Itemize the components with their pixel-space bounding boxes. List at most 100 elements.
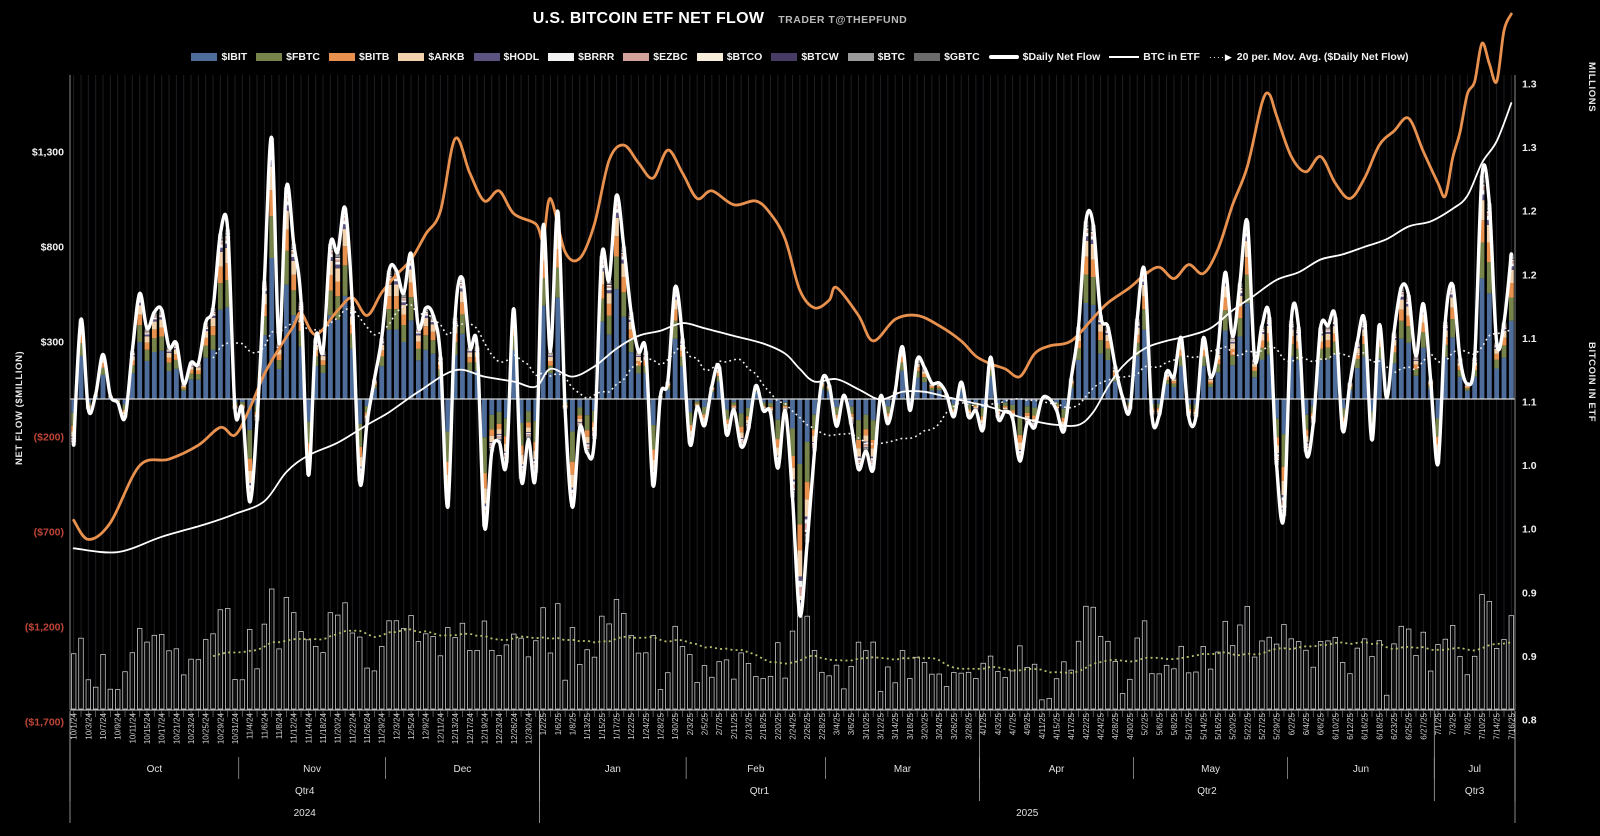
- legend-item-label: $BRRR: [578, 51, 615, 63]
- x-axis-date-label: 2/26/25: [803, 712, 812, 739]
- x-axis-date-label: 11/4/24: [246, 712, 255, 739]
- legend-swatch-line: [1109, 56, 1140, 58]
- x-axis-date-label: 4/11/25: [1038, 712, 1047, 739]
- legend-item: $EZBC: [623, 51, 688, 63]
- x-axis-date-label: 3/20/25: [921, 712, 930, 739]
- x-axis-date-label: 5/16/25: [1214, 712, 1223, 739]
- x-axis-date-label: 1/8/25: [568, 712, 577, 735]
- x-axis-date-label: 4/17/25: [1067, 712, 1076, 739]
- x-axis-date-label: 1/6/25: [554, 712, 563, 735]
- daily-net-flow-line: [72, 135, 1513, 618]
- plot-gridlines: [73, 75, 1512, 710]
- legend-item-label: $GBTC: [944, 51, 980, 63]
- right-axis-tick: 0.8: [1522, 715, 1537, 727]
- x-axis-labels: 10/1/24 10/3/24 10/7/24 10/9/24 10/11/24 10/1…: [70, 710, 1516, 744]
- x-axis-date-label: 10/21/24: [172, 712, 181, 744]
- legend-swatch-bar: [696, 53, 723, 61]
- x-axis-date-label: 4/24/25: [1097, 712, 1106, 739]
- legend-item-label: 20 per. Mov. Avg. ($Daily Net Flow): [1236, 51, 1409, 63]
- legend-item-label: $EZBC: [653, 51, 688, 63]
- x-axis-date-label: 6/10/25: [1331, 712, 1340, 739]
- legend-item-label: $IBIT: [221, 51, 248, 63]
- legend-swatch-thick-line: [988, 55, 1019, 59]
- legend-item-label: $BITB: [359, 51, 390, 63]
- x-axis-date-label: 10/29/24: [216, 712, 225, 744]
- x-axis-date-label: 5/12/25: [1185, 712, 1194, 739]
- x-axis-date-label: 1/2/25: [539, 712, 548, 735]
- x-axis-date-label: 6/23/25: [1390, 712, 1399, 739]
- legend-item-label: $ARKB: [428, 51, 465, 63]
- x-axis-date-label: 7/8/25: [1463, 712, 1472, 735]
- x-axis-date-label: 12/13/24: [451, 712, 460, 744]
- right-axis-tick: 1.0: [1522, 524, 1537, 536]
- title-bar: U.S. BITCOIN ETF NET FLOW TRADER T@THEPFU…: [0, 10, 1440, 28]
- x-axis-date-label: 10/25/24: [202, 712, 211, 744]
- x-axis-date-label: 4/9/25: [1023, 712, 1032, 735]
- month-label: Jun: [1353, 764, 1369, 775]
- x-axis-date-label: 12/26/24: [510, 712, 519, 744]
- right-axis-tick: 1.1: [1522, 333, 1537, 345]
- x-axis-date-label: 10/11/24: [128, 712, 137, 743]
- legend-item: $HODL: [473, 51, 539, 63]
- right-axis-tick: 0.9: [1522, 587, 1537, 599]
- x-axis-date-label: 5/27/25: [1258, 712, 1267, 739]
- x-axis-date-label: 12/3/24: [392, 712, 401, 739]
- x-axis-date-label: 5/6/25: [1155, 712, 1164, 735]
- year-label: 2025: [1016, 808, 1039, 819]
- x-axis-date-label: 2/28/25: [818, 712, 827, 739]
- x-axis-date-label: 10/7/24: [99, 712, 108, 739]
- x-axis-date-label: 6/25/25: [1405, 712, 1414, 739]
- x-axis-date-label: 6/4/25: [1302, 712, 1311, 735]
- x-axis-date-label: 12/30/24: [524, 712, 533, 744]
- page-title: U.S. BITCOIN ETF NET FLOW: [532, 10, 765, 27]
- legend-swatch-bar: [398, 53, 425, 61]
- legend-swatch-dotted-arrow-icon: ····▶: [1208, 52, 1233, 62]
- right-axis-tick: 1.0: [1522, 460, 1537, 472]
- legend-item-label: $BTC: [877, 51, 906, 63]
- legend-item: $GBTC: [914, 51, 980, 63]
- legend-item-label: $BTCO: [726, 51, 763, 63]
- x-axis-date-label: 2/13/25: [744, 712, 753, 739]
- x-axis-date-label: 1/13/25: [583, 712, 592, 739]
- x-axis-date-label: 6/27/25: [1419, 712, 1428, 739]
- x-axis-date-label: 3/4/25: [833, 712, 842, 735]
- x-axis-date-label: 1/24/25: [642, 712, 651, 739]
- legend-swatch-bar: [771, 53, 798, 61]
- right-axis-tick: 1.1: [1522, 397, 1537, 409]
- x-axis-date-label: 4/15/25: [1053, 712, 1062, 739]
- right-axis-tick: 0.9: [1522, 651, 1537, 663]
- axis-group-rows: Oct Nov Dec Jan Feb Mar Apr May Jun Jul Qtr4 Qtr1 Qt…: [69, 711, 1516, 823]
- left-axis-tick: $1,300: [32, 147, 64, 159]
- x-axis-date-label: 2/3/25: [686, 712, 695, 735]
- x-axis-date-label: 7/14/25: [1493, 712, 1502, 739]
- right-axis-tick: 1.3: [1522, 79, 1537, 91]
- legend-item: BTC in ETF: [1109, 51, 1200, 63]
- x-axis-date-label: 11/18/24: [319, 712, 328, 743]
- month-label: Nov: [303, 764, 321, 775]
- x-axis-date-label: 6/12/25: [1346, 712, 1355, 739]
- x-axis-date-label: 1/15/25: [598, 712, 607, 739]
- x-axis-date-label: 11/22/24: [348, 712, 357, 743]
- legend-swatch-bar: [548, 53, 575, 61]
- month-label: Apr: [1049, 764, 1065, 775]
- x-axis-date-label: 12/11/24: [436, 712, 445, 743]
- x-axis-date-label: 3/24/25: [935, 712, 944, 739]
- left-axis-tick: ($200): [34, 432, 64, 444]
- month-label: Oct: [147, 764, 163, 775]
- month-label: Jan: [605, 764, 621, 775]
- right-axis-ticks: 1.3 1.3 1.2 1.2 1.1 1.1 1.0 1.0 0.9 0.9 0.8: [1522, 79, 1537, 727]
- left-axis-tick: ($1,200): [25, 622, 64, 634]
- x-axis-date-label: 1/22/25: [627, 712, 636, 739]
- x-axis-date-label: 3/14/25: [891, 712, 900, 739]
- x-axis-date-label: 10/3/24: [84, 712, 93, 739]
- x-axis-date-label: 4/22/25: [1082, 712, 1091, 739]
- legend-item-label: BTC in ETF: [1143, 51, 1200, 63]
- left-axis-tick: ($700): [34, 527, 64, 539]
- x-axis-date-label: 10/23/24: [187, 712, 196, 744]
- legend-item-label: $FBTC: [286, 51, 320, 63]
- x-axis-date-label: 2/7/25: [715, 712, 724, 735]
- btc-price-line: [72, 12, 1513, 541]
- legend-item: $BITB: [329, 51, 389, 63]
- x-axis-date-label: 5/29/25: [1273, 712, 1282, 739]
